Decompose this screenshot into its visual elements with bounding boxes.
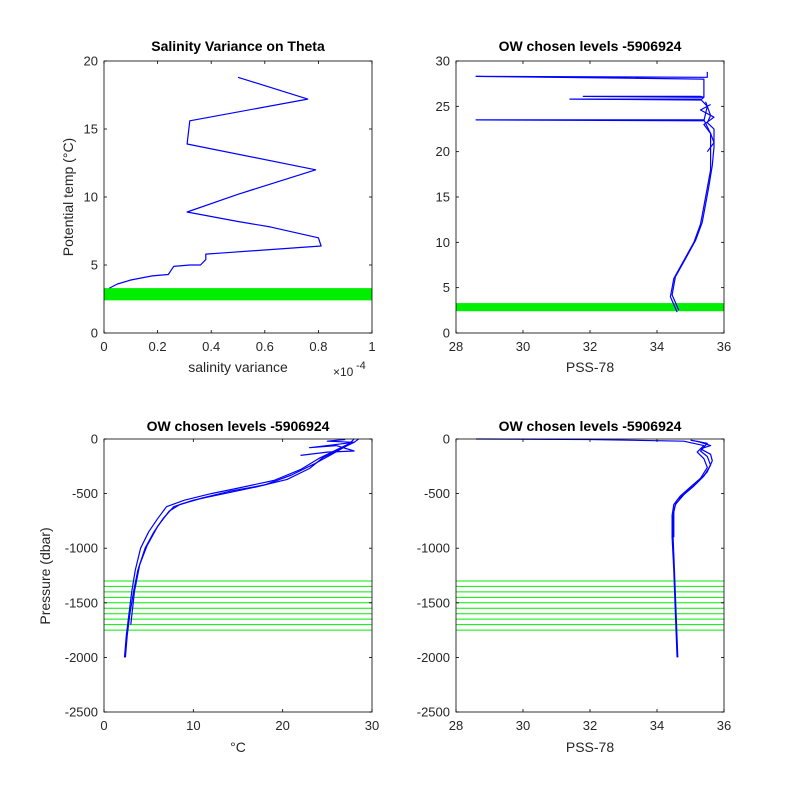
x-exponent-power: -4 bbox=[356, 360, 366, 372]
chosen-level-band bbox=[104, 288, 372, 301]
x-tick-label: 28 bbox=[449, 718, 463, 733]
y-axis-label: Pressure (dbar) bbox=[37, 527, 53, 624]
y-tick-label: 5 bbox=[443, 280, 450, 295]
x-tick-label: 20 bbox=[275, 718, 289, 733]
x-tick-label: 30 bbox=[516, 718, 530, 733]
y-tick-label: -2000 bbox=[417, 650, 450, 665]
y-tick-label: -1000 bbox=[65, 541, 98, 556]
y-tick-label: 15 bbox=[436, 190, 450, 205]
x-tick-label: 34 bbox=[650, 339, 664, 354]
x-tick-label: 30 bbox=[365, 718, 379, 733]
series-line-1 bbox=[476, 438, 708, 658]
y-tick-label: 20 bbox=[436, 144, 450, 159]
chart-title: OW chosen levels -5906924 bbox=[147, 418, 330, 434]
y-tick-label: -1500 bbox=[417, 595, 450, 610]
series-line-1 bbox=[109, 76, 322, 289]
axes-box bbox=[455, 438, 725, 713]
x-tick-label: 0 bbox=[100, 339, 107, 354]
series-line-3 bbox=[130, 440, 353, 625]
x-tick-label: 34 bbox=[650, 718, 664, 733]
series-line-2 bbox=[671, 101, 715, 311]
x-tick-label: 0.6 bbox=[256, 339, 274, 354]
y-tick-label: 20 bbox=[84, 54, 98, 69]
panel-salinity-variance: Salinity Variance on Theta salinity vari… bbox=[60, 38, 376, 379]
y-tick-label: -1500 bbox=[65, 595, 98, 610]
x-tick-label: 1 bbox=[368, 339, 375, 354]
y-tick-label: 15 bbox=[84, 122, 98, 137]
x-tick-label: 32 bbox=[583, 718, 597, 733]
y-tick-label: 0 bbox=[91, 326, 98, 341]
chart-title: OW chosen levels -5906924 bbox=[499, 38, 682, 54]
y-tick-label: -500 bbox=[72, 486, 98, 501]
y-tick-label: -2000 bbox=[65, 650, 98, 665]
y-tick-label: 25 bbox=[436, 99, 450, 114]
x-tick-label: 36 bbox=[717, 339, 731, 354]
chart-title: Salinity Variance on Theta bbox=[151, 38, 325, 54]
y-tick-label: 10 bbox=[436, 235, 450, 250]
y-tick-label: -1000 bbox=[417, 541, 450, 556]
chart-title: OW chosen levels -5906924 bbox=[499, 418, 682, 434]
axes-box bbox=[103, 438, 373, 713]
y-tick-label: 0 bbox=[443, 326, 450, 341]
series-line-4 bbox=[300, 438, 355, 456]
x-tick-label: 0 bbox=[100, 718, 107, 733]
x-tick-label: 36 bbox=[717, 718, 731, 733]
x-axis-label: °C bbox=[230, 739, 246, 755]
x-axis-label: salinity variance bbox=[188, 359, 288, 375]
x-tick-label: 0.4 bbox=[202, 339, 220, 354]
x-exponent-base: ×10 bbox=[333, 365, 354, 379]
y-tick-label: 0 bbox=[443, 432, 450, 447]
y-tick-label: -500 bbox=[424, 486, 450, 501]
y-axis-label: Potential temp (°C) bbox=[60, 138, 76, 256]
y-tick-label: 30 bbox=[436, 54, 450, 69]
axes-box bbox=[455, 60, 725, 334]
x-tick-label: 10 bbox=[186, 718, 200, 733]
panel-salinity-theta: OW chosen levels -5906924 PSS-78 28 30 32 3… bbox=[436, 38, 732, 375]
y-tick-label: 10 bbox=[84, 190, 98, 205]
x-exponent-label: ×10 -4 bbox=[333, 360, 366, 379]
y-tick-label: -2500 bbox=[417, 705, 450, 720]
series-line-1 bbox=[123, 438, 355, 658]
panel-salinity-pressure: OW chosen levels -5906924 PSS-78 28 30 32 3… bbox=[417, 418, 731, 755]
y-tick-label: -2500 bbox=[65, 705, 98, 720]
y-tick-label: 5 bbox=[91, 258, 98, 273]
x-tick-label: 0.2 bbox=[149, 339, 167, 354]
y-tick-label: 0 bbox=[91, 432, 98, 447]
series-line-3 bbox=[699, 103, 715, 153]
x-tick-label: 0.8 bbox=[309, 339, 327, 354]
x-tick-label: 30 bbox=[516, 339, 530, 354]
chosen-level-band bbox=[456, 303, 724, 312]
x-axis-label: PSS-78 bbox=[566, 359, 614, 375]
series-line-1 bbox=[475, 71, 712, 313]
x-tick-label: 28 bbox=[449, 339, 463, 354]
x-tick-label: 32 bbox=[583, 339, 597, 354]
panel-temperature-pressure: OW chosen levels -5906924 °C Pressure (d… bbox=[37, 418, 379, 755]
series-line-3 bbox=[673, 440, 713, 538]
x-axis-label: PSS-78 bbox=[566, 739, 614, 755]
